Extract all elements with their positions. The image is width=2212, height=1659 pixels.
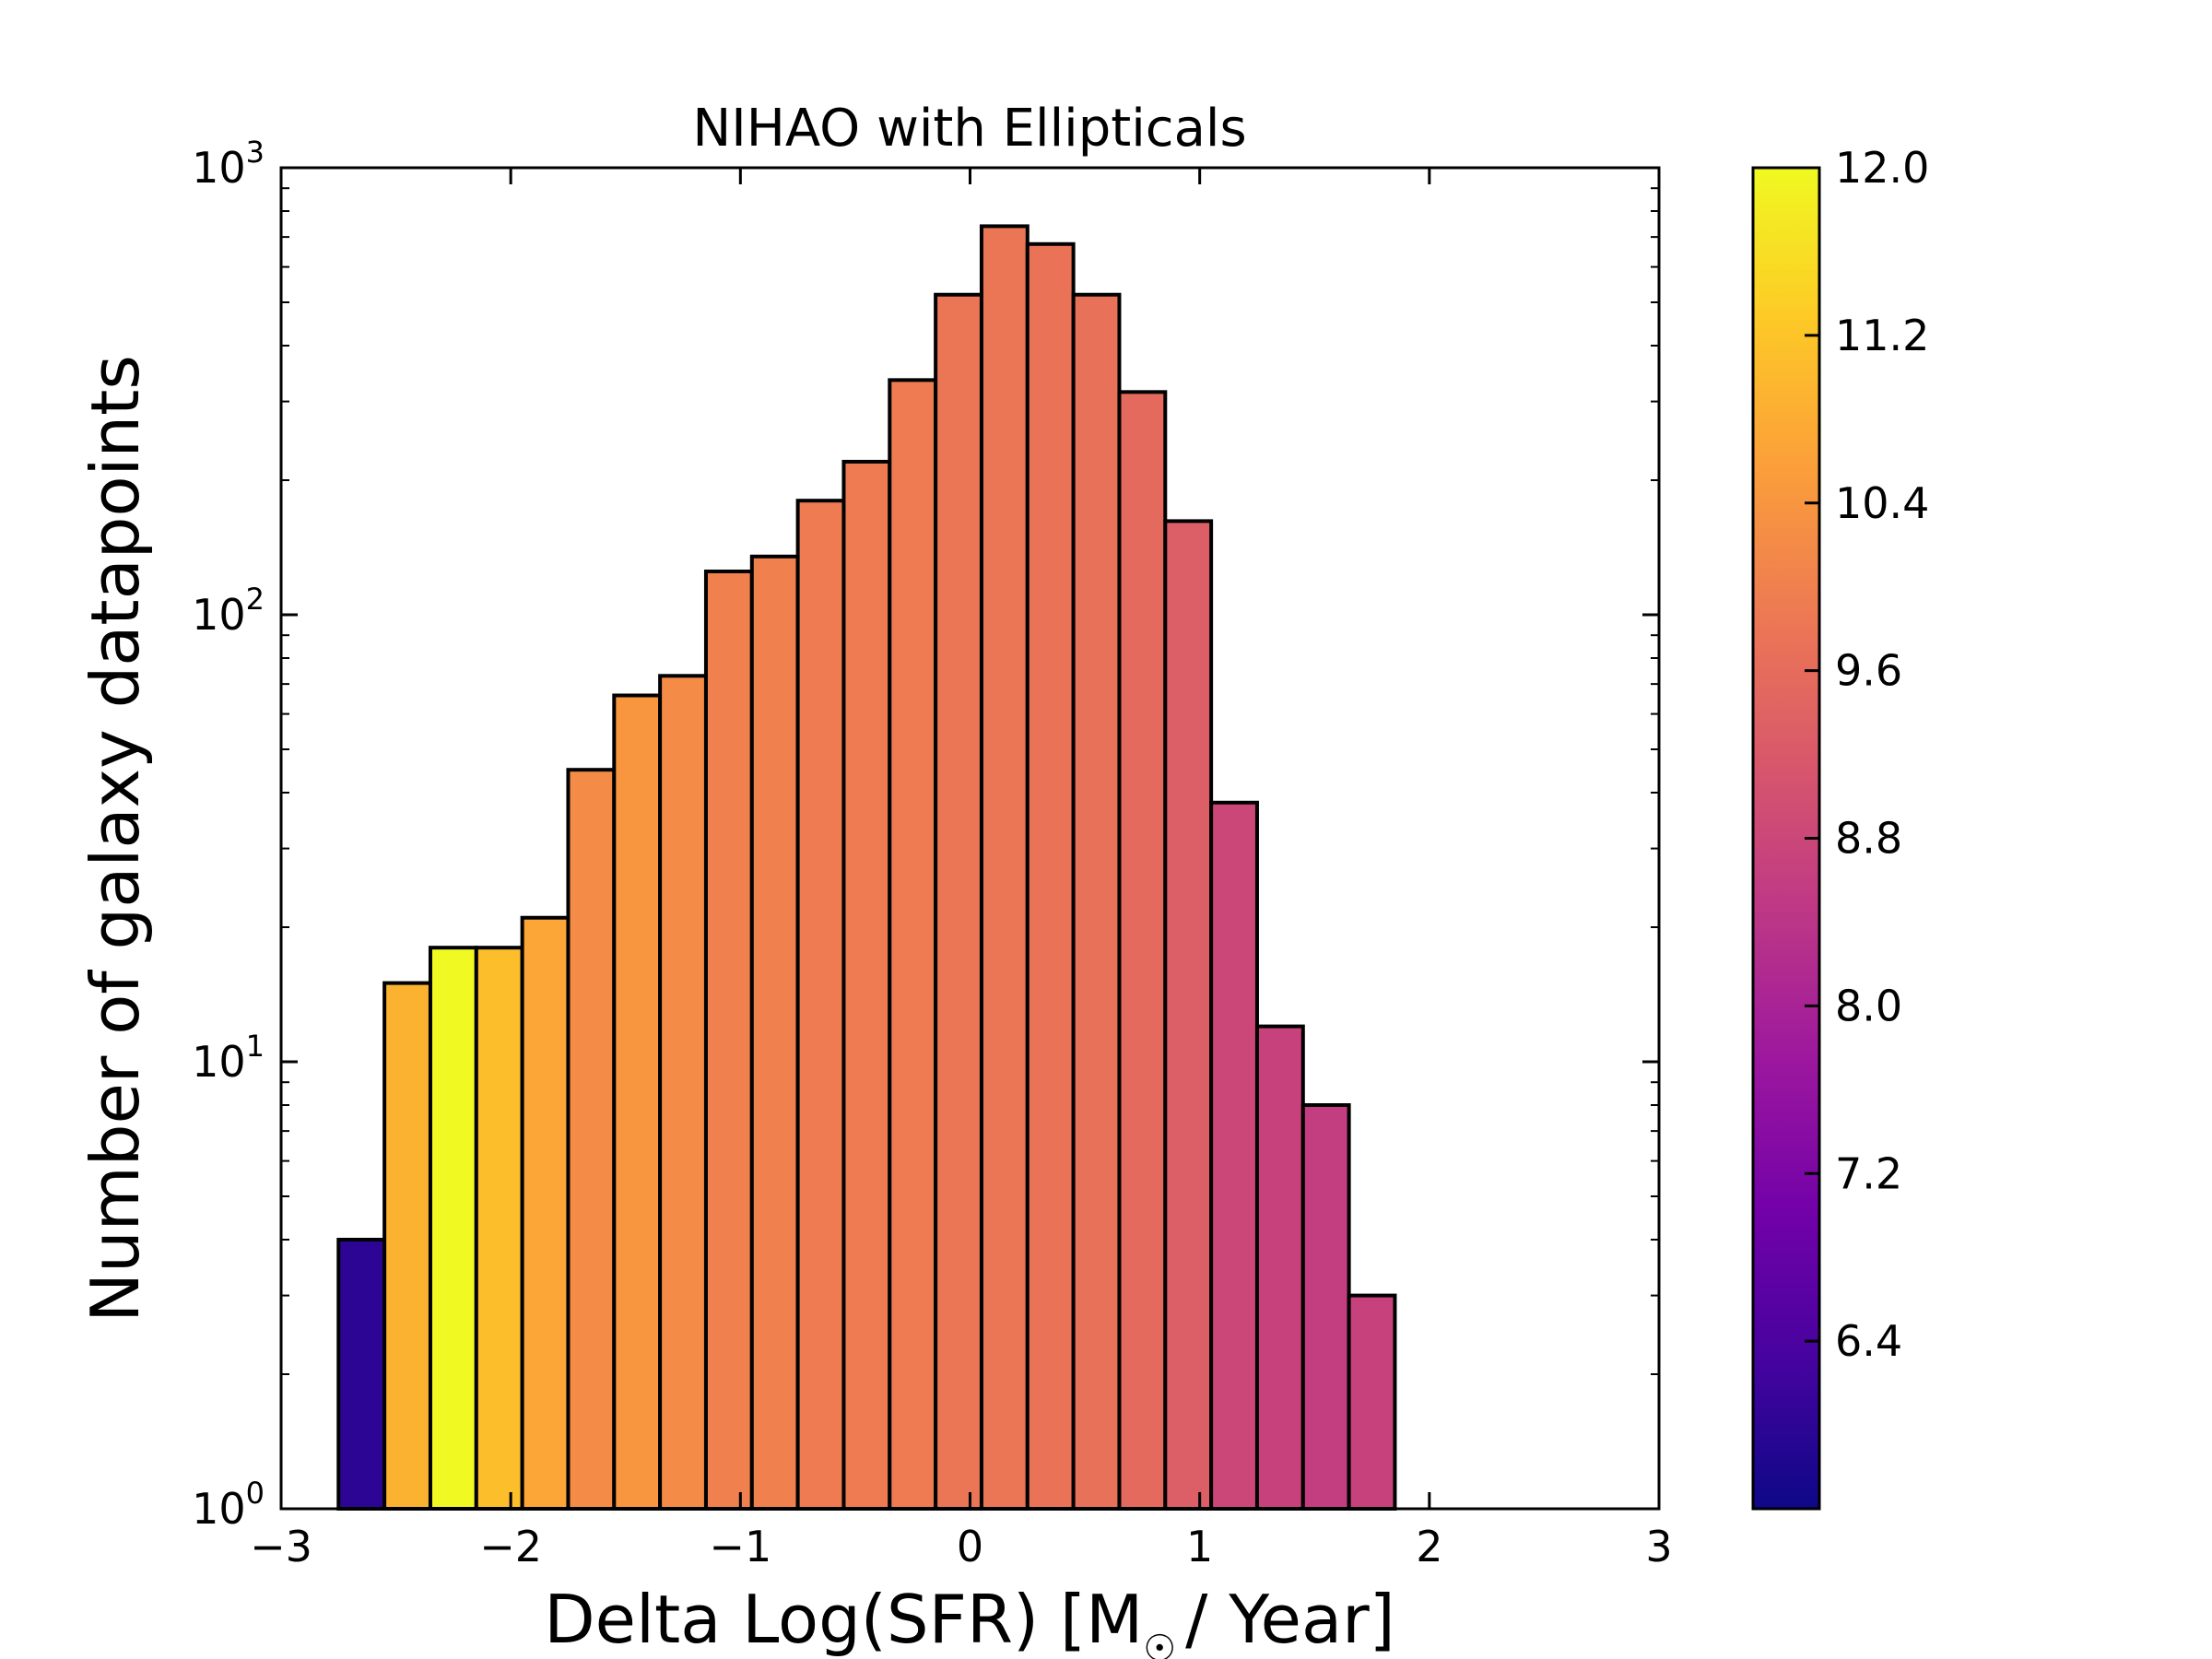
histogram-bar	[841, 459, 892, 1511]
histogram-bar	[1025, 241, 1076, 1511]
histogram-bar	[336, 1238, 387, 1511]
y-axis-label: Number of galaxy datapoints	[76, 355, 154, 1323]
colorbar-tick-label: 9.6	[1835, 646, 1902, 696]
histogram-bar	[979, 224, 1030, 1512]
y-tick-base: 10	[192, 590, 246, 640]
histogram-bar	[888, 378, 938, 1511]
colorbar-tick-label: 8.8	[1835, 814, 1902, 864]
y-tick-base: 10	[192, 1484, 246, 1534]
histogram-bars	[336, 224, 1397, 1512]
x-tick-label: −1	[709, 1522, 771, 1571]
colorbar-ticks: 6.4 7.2 8.0 8.8 9.6 10.4 11.2 12.0	[1805, 143, 1929, 1366]
histogram-bar	[474, 946, 524, 1512]
y-tick-exponent: 1	[246, 1029, 265, 1064]
y-tick-label: 102	[192, 582, 265, 640]
y-tick-label: 103	[192, 135, 265, 193]
histogram-bar	[1117, 390, 1168, 1512]
solar-mass-symbol: ☉	[1143, 1628, 1176, 1659]
x-tick-label: −3	[250, 1522, 312, 1571]
x-tick-label: −2	[479, 1522, 542, 1571]
y-tick-base: 10	[192, 143, 246, 193]
y-tick-exponent: 3	[246, 135, 265, 170]
colorbar-tick-label: 7.2	[1835, 1148, 1902, 1198]
y-tick-label: 101	[192, 1029, 265, 1087]
histogram-bar	[612, 693, 663, 1511]
chart-title: NIHAO with Ellipticals	[692, 99, 1246, 159]
plot-frame	[279, 166, 1661, 1511]
x-tick-label: 1	[1186, 1522, 1213, 1571]
histogram-bar	[1347, 1293, 1397, 1511]
histogram-bar	[428, 946, 478, 1512]
histogram-bar	[934, 292, 983, 1511]
histogram-bar	[1300, 1103, 1351, 1511]
y-tick-exponent: 0	[246, 1476, 265, 1511]
x-tick-label: 3	[1645, 1522, 1672, 1571]
histogram-bar	[703, 569, 754, 1511]
y-tick-label: 100	[192, 1476, 265, 1534]
histogram-bar	[566, 768, 617, 1511]
colorbar-tick-label: 10.4	[1835, 478, 1929, 528]
histogram-bar	[1209, 800, 1259, 1511]
colorbar-tick-label: 12.0	[1835, 143, 1929, 193]
colorbar-tick-label: 11.2	[1835, 311, 1929, 360]
colorbar-tick-label: 6.4	[1835, 1316, 1902, 1366]
x-axis-ticks: −3 −2 −1 0 1 2 3	[250, 168, 1673, 1571]
x-tick-label: 0	[957, 1522, 983, 1571]
y-tick-base: 10	[192, 1037, 246, 1087]
histogram-bar	[382, 981, 432, 1511]
histogram-bar	[1254, 1024, 1305, 1511]
histogram-bar	[658, 674, 708, 1511]
x-tick-label: 2	[1416, 1522, 1442, 1571]
colorbar-tick-label: 8.0	[1835, 981, 1902, 1030]
x-axis-label: Delta Log(SFR) [M☉ / Year]	[544, 1581, 1395, 1659]
histogram-bar	[795, 499, 846, 1511]
y-tick-exponent: 2	[246, 582, 265, 617]
histogram-bar	[520, 915, 571, 1511]
histogram-bar	[749, 554, 800, 1512]
x-axis-label-unit: / Year]	[1185, 1581, 1395, 1658]
histogram-bar	[1071, 292, 1122, 1511]
x-axis-label-text: Delta Log(SFR) [M	[544, 1581, 1143, 1658]
histogram-bar	[1163, 519, 1214, 1511]
